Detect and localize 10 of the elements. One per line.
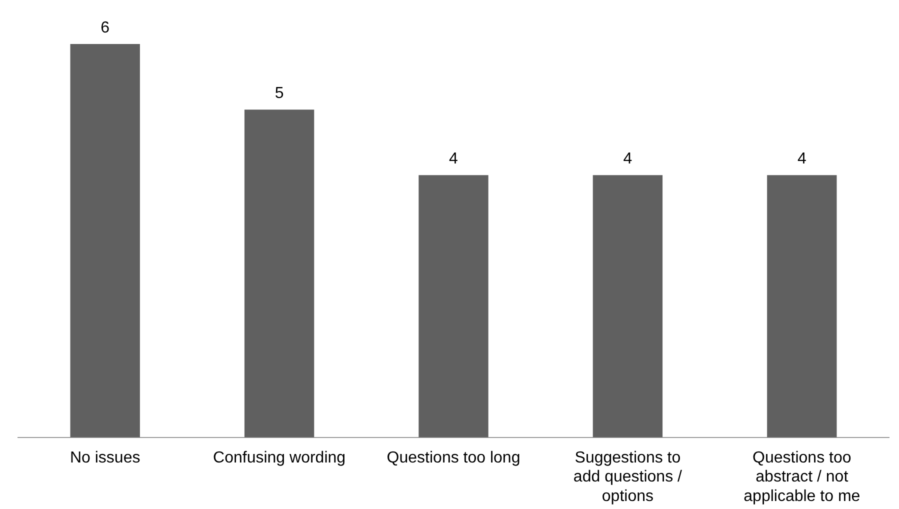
x-tick-label: No issues [70, 449, 140, 466]
x-tick-label: Questions too long [386, 449, 520, 466]
data-label: 4 [797, 150, 806, 168]
data-label: 6 [100, 19, 110, 36]
x-tick-label: Questions too abstract / not applicable to me [744, 449, 860, 505]
data-label: 5 [274, 84, 284, 102]
data-label: 4 [449, 150, 458, 168]
data-label: 4 [623, 150, 632, 168]
x-tick-label: Suggestions to add questions / options [573, 449, 683, 505]
x-tick-label: Confusing wording [213, 449, 346, 466]
